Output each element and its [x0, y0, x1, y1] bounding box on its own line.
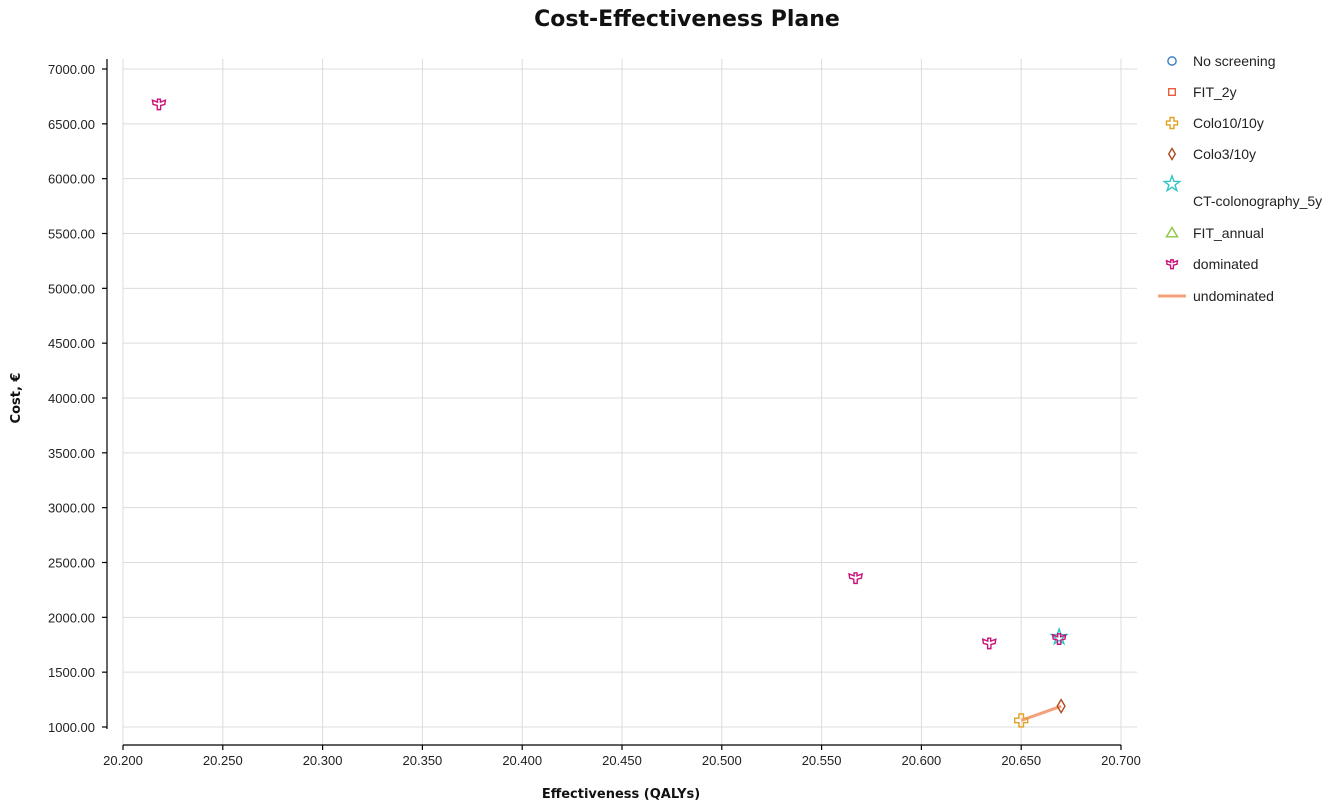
y-tick-label: 2500.00 — [48, 556, 95, 571]
x-tick-label: 20.250 — [203, 753, 243, 768]
x-tick-label: 20.700 — [1101, 753, 1141, 768]
point-dominated — [151, 98, 167, 111]
x-axis-title: Effectiveness (QALYs) — [542, 787, 700, 802]
x-tick-label: 20.400 — [502, 753, 542, 768]
legend: No screening FIT_2y Colo10/10y Colo3/10y CT-… — [1158, 53, 1322, 304]
y-tick-label: 4000.00 — [48, 391, 95, 406]
point-colo10-10y — [1014, 713, 1029, 728]
legend-symbol-colo10-10y — [1165, 116, 1179, 130]
x-tick-label: 20.650 — [1001, 753, 1041, 768]
x-tick-label: 20.500 — [702, 753, 742, 768]
legend-label-no-screening: No screening — [1193, 53, 1276, 69]
legend-label-fit-2y: FIT_2y — [1193, 84, 1237, 100]
legend-label-colo10-10y: Colo10/10y — [1193, 115, 1264, 131]
point-dominated — [981, 637, 997, 650]
point-dominated — [848, 572, 863, 585]
x-tick-label: 20.600 — [902, 753, 942, 768]
legend-symbol-no-screening — [1167, 56, 1177, 66]
chart-title: Cost-Effectiveness Plane — [534, 7, 840, 32]
legend-symbol-dominated — [1165, 259, 1179, 270]
y-tick-label: 4500.00 — [48, 336, 95, 351]
y-tick-label: 2000.00 — [48, 610, 95, 625]
data-layer — [151, 98, 1069, 728]
point-dominated — [1051, 633, 1067, 645]
y-tick-label: 6500.00 — [48, 117, 95, 132]
y-tick-label: 5500.00 — [48, 227, 95, 242]
point-colo3-10y — [1056, 698, 1066, 715]
x-tick-label: 20.200 — [103, 753, 143, 768]
grid-layer — [122, 59, 1137, 745]
y-axis-title: Cost, € — [9, 373, 24, 424]
legend-label-undominated: undominated — [1193, 288, 1274, 304]
y-tick-label: 3500.00 — [48, 446, 95, 461]
legend-label-colo3-10y: Colo3/10y — [1193, 146, 1256, 162]
legend-symbol-fit-2y — [1167, 87, 1176, 96]
x-tick-label: 20.450 — [602, 753, 642, 768]
legend-label-fit-annual: FIT_annual — [1193, 225, 1264, 241]
y-tick-label: 3000.00 — [48, 501, 95, 516]
legend-label-dominated: dominated — [1193, 256, 1258, 272]
legend-symbol-colo3-10y — [1167, 147, 1177, 161]
legend-symbol-ct-colonography-5y — [1162, 173, 1182, 193]
y-tick-label: 5000.00 — [48, 281, 95, 296]
y-tick-label: 1000.00 — [48, 720, 95, 735]
axis-layer: 20.200 20.250 20.300 20.350 20.400 20.450 20.5… — [48, 59, 1141, 768]
legend-symbol-fit-annual — [1165, 226, 1179, 238]
y-tick-label: 1500.00 — [48, 665, 95, 680]
y-tick-label: 6000.00 — [48, 172, 95, 187]
legend-label-ct-colonography-5y: CT-colonography_5y — [1193, 193, 1322, 209]
y-tick-label: 7000.00 — [48, 62, 95, 77]
point-ct-colonography-5y — [1049, 626, 1069, 646]
x-tick-label: 20.350 — [403, 753, 443, 768]
x-tick-label: 20.300 — [303, 753, 343, 768]
x-tick-label: 20.550 — [802, 753, 842, 768]
